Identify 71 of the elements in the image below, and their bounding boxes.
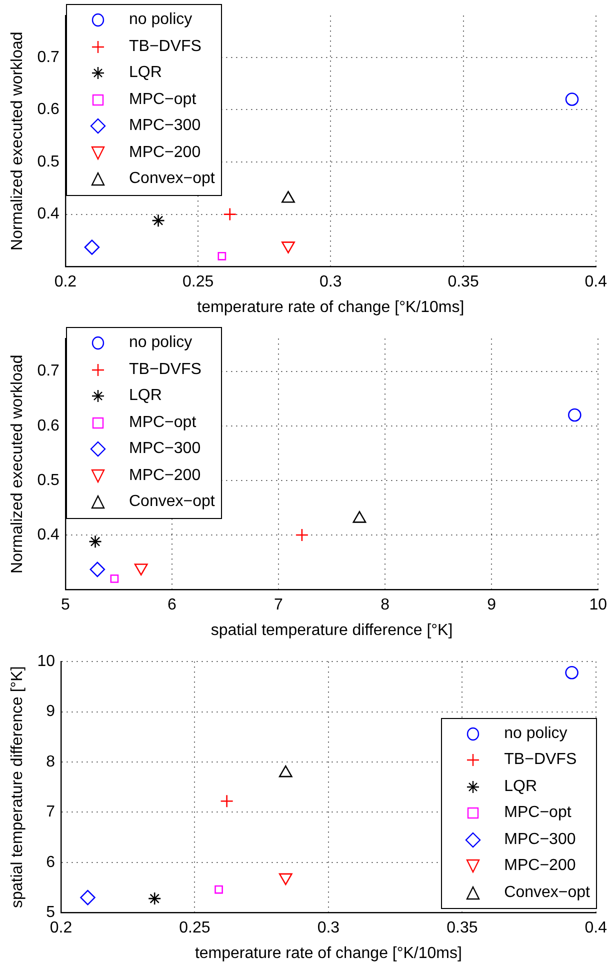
legend-label: Convex−opt [129,493,215,512]
y-axis-title: spatial temperature difference [°K] [9,666,26,908]
y-axis-title: Normalized executed workload [9,32,26,250]
legend-label: TB−DVFS [129,360,202,379]
x-tick-label: 0.3 [317,920,340,937]
legend-label: LQR [129,387,162,406]
legend-label: no policy [504,724,568,743]
y-tick-label: 0.4 [37,526,60,544]
y-axis-title: Normalized executed workload [9,354,26,574]
legend-label: TB−DVFS [504,751,577,770]
x-tick-label: 0.4 [584,274,608,291]
point [220,794,234,808]
x-tick-label: 8 [380,596,390,614]
point [568,408,582,422]
y-tick-label: 7 [46,804,56,821]
point [148,892,162,906]
point [152,214,165,228]
y-tick-label: 0.7 [37,362,60,380]
x-tick-label: 9 [487,596,496,614]
y-tick-label: 9 [46,703,56,720]
point [110,574,119,583]
x-axis-title: temperature rate of change [°K/10ms] [194,944,462,962]
y-tick-label: 5 [46,904,56,922]
x-tick-label: 0.2 [50,920,72,937]
legend-label: MPC−opt [129,414,196,432]
legend-label: MPC−300 [129,117,201,136]
point [295,528,309,542]
point [565,92,579,106]
x-tick-label: 0.2 [54,274,77,291]
y-tick-label: 0.5 [37,153,60,170]
legend-label: MPC−200 [129,466,201,485]
point [565,666,578,680]
x-tick-label: 0.25 [182,274,214,291]
y-tick-label: 0.4 [37,206,60,223]
x-tick-label: 0.25 [179,920,210,937]
y-tick-label: 0.6 [37,417,60,434]
legend-label: MPC−opt [129,90,196,109]
legend-label: MPC−300 [504,830,576,849]
point [218,252,226,260]
y-tick-label: 0.5 [37,472,60,489]
legend-label: MPC−opt [504,804,572,822]
legend-label: Convex−opt [129,170,215,188]
legend-label: MPC−200 [504,857,576,876]
point [84,240,100,255]
x-tick-label: 0.35 [448,274,479,291]
x-tick-label: 6 [168,596,177,614]
x-axis-title: temperature rate of change [°K/10ms] [197,298,464,316]
y-tick-label: 6 [46,854,56,871]
y-tick-label: 0.7 [37,48,60,66]
legend-label: MPC−300 [129,440,201,458]
legend-label: TB−DVFS [129,38,202,56]
x-tick-label: 7 [274,596,284,614]
x-tick-label: 0.3 [320,274,342,291]
legend-label: LQR [504,778,538,796]
point [223,208,237,221]
y-tick-label: 10 [37,653,56,670]
point [214,885,223,894]
x-tick-label: 10 [589,596,608,614]
legend-label: no policy [129,334,192,352]
y-tick-label: 8 [46,753,56,770]
legend-label: Convex−opt [504,884,590,902]
point [90,562,106,578]
x-axis-title: spatial temperature difference [°K] [210,622,453,639]
x-tick-label: 0.35 [446,920,478,937]
x-tick-label: 0.4 [584,920,608,937]
y-tick-label: 0.6 [37,101,60,118]
legend-label: no policy [129,11,192,30]
point [88,534,102,548]
legend-label: MPC−200 [129,144,201,162]
legend-label: LQR [129,64,162,82]
point [80,890,96,906]
